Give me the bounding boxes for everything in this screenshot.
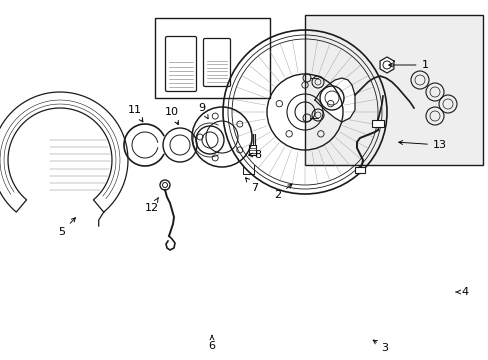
Bar: [155, 18, 269, 98]
FancyBboxPatch shape: [165, 36, 196, 91]
Text: 4: 4: [455, 287, 468, 297]
Text: 1: 1: [388, 60, 427, 70]
Text: 5: 5: [59, 218, 75, 237]
Text: 10: 10: [164, 107, 179, 125]
Text: 12: 12: [144, 198, 159, 213]
Text: 11: 11: [128, 105, 142, 122]
FancyBboxPatch shape: [203, 39, 230, 86]
Text: 9: 9: [198, 103, 208, 119]
Text: 7: 7: [245, 178, 258, 193]
Bar: [354, 167, 364, 173]
Text: 8: 8: [248, 150, 261, 160]
Polygon shape: [379, 57, 393, 73]
Text: 13: 13: [398, 140, 446, 150]
Text: 3: 3: [372, 340, 387, 353]
Bar: [371, 120, 383, 127]
Text: 6: 6: [208, 336, 215, 351]
Polygon shape: [0, 92, 128, 212]
Bar: [305, 15, 482, 165]
Text: 2: 2: [274, 184, 291, 200]
Polygon shape: [314, 78, 354, 122]
